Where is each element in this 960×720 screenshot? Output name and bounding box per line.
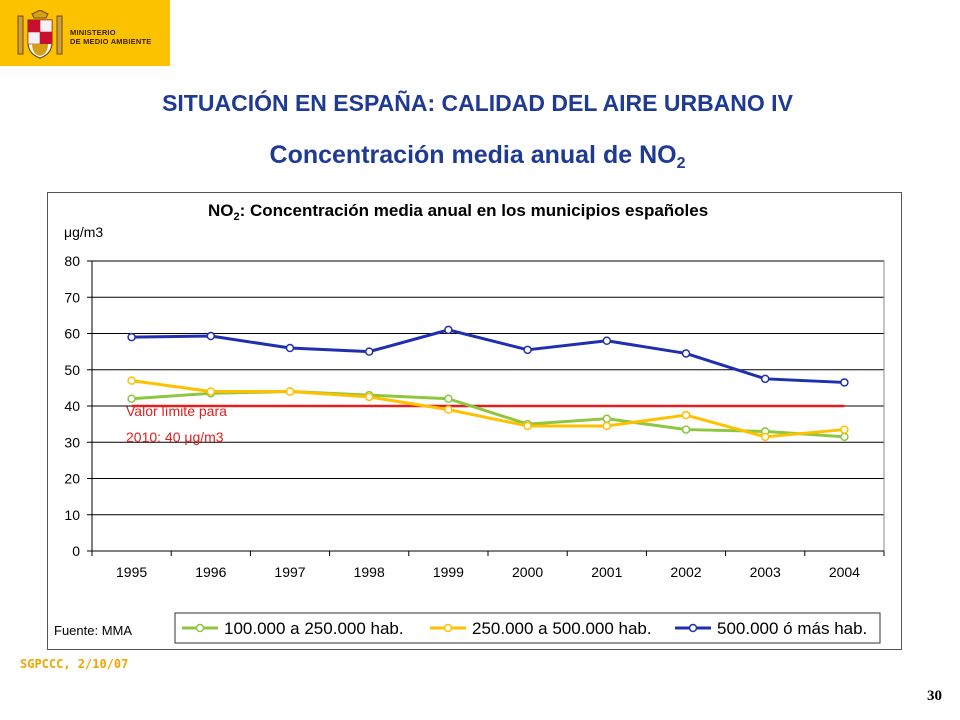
data-point-series-2	[285, 387, 295, 396]
legend-label-1: 100.000 a 250.000 hab.	[224, 619, 404, 638]
slide-title: SITUACIÓN EN ESPAÑA: CALIDAD DEL AIRE UR…	[162, 90, 793, 116]
data-point-series-3	[523, 345, 532, 355]
data-point-series-3	[760, 374, 770, 384]
y-tick-label: 0	[72, 543, 80, 559]
chart-frame: NO2: Concentración media anual en los mu…	[47, 192, 902, 650]
x-tick-label: 1997	[274, 564, 305, 580]
x-tick-label: 2001	[591, 564, 622, 580]
data-point-series-2	[523, 421, 532, 431]
series-line-2	[131, 379, 845, 439]
data-point-series-3	[364, 347, 374, 356]
y-tick-label: 30	[64, 434, 80, 450]
legend-box	[174, 612, 881, 644]
y-axis-label: μg/m3	[64, 224, 103, 240]
legend-marker-3	[688, 623, 698, 633]
data-point-series-1	[681, 425, 691, 434]
x-tick-label: 1996	[195, 564, 226, 580]
x-tick-label: 2000	[512, 564, 543, 580]
data-point-series-2	[840, 425, 849, 434]
data-point-series-2	[206, 387, 216, 396]
data-point-series-1	[840, 432, 849, 442]
page-number: 30	[927, 688, 942, 704]
data-point-series-1	[444, 394, 453, 403]
data-point-series-3	[840, 378, 849, 387]
chart-title-rest: : Concentración media anual en los munic…	[240, 201, 709, 220]
logo-text-line2: DE MEDIO AMBIENTE	[70, 37, 152, 46]
data-point-series-2	[602, 421, 612, 431]
limit-label-line2: 2010: 40 μg/m3	[126, 429, 224, 445]
data-point-series-3	[206, 331, 216, 341]
x-tick-label: 2004	[829, 564, 860, 580]
legend-marker-2	[443, 623, 453, 633]
x-tick-label: 1999	[433, 564, 464, 580]
data-point-series-2	[681, 410, 691, 420]
y-tick-label: 10	[64, 507, 80, 523]
data-point-series-3	[602, 336, 612, 345]
legend-label-3: 500.000 ó más hab.	[717, 619, 867, 638]
subtitle-text: Concentración media anual de NO	[269, 141, 677, 169]
limit-label-line1: Valor límite para	[126, 403, 227, 419]
logo-text-line1: MINISTERIO	[70, 28, 116, 37]
chart-title-main: NO	[208, 201, 234, 220]
y-tick-label: 60	[64, 326, 80, 342]
data-point-series-1	[127, 394, 136, 403]
data-point-series-2	[760, 432, 770, 442]
data-point-series-3	[127, 332, 136, 342]
ministry-logo: MINISTERIO DE MEDIO AMBIENTE	[0, 0, 170, 66]
x-tick-label: 2003	[750, 564, 781, 580]
chart-title: NO2: Concentración media anual en los mu…	[208, 201, 708, 223]
y-tick-label: 20	[64, 471, 80, 487]
data-point-series-2	[444, 405, 453, 414]
ministry-name: MINISTERIO DE MEDIO AMBIENTE	[70, 28, 151, 46]
data-point-series-1	[602, 414, 612, 423]
legend-marker-1	[195, 623, 205, 633]
coat-of-arms-icon	[17, 10, 63, 59]
y-tick-label: 40	[64, 398, 80, 414]
subtitle-subscript: 2	[676, 155, 686, 172]
y-tick-label: 80	[64, 253, 80, 269]
data-point-series-3	[681, 349, 691, 358]
legend-label-2: 250.000 a 500.000 hab.	[472, 619, 652, 638]
chart-title-subscript: 2	[234, 211, 240, 223]
y-tick-label: 70	[64, 289, 80, 305]
x-tick-label: 1995	[116, 564, 147, 580]
y-tick-label: 50	[64, 362, 80, 378]
no2-line-chart: NO2: Concentración media anual en los mu…	[54, 201, 885, 644]
footer-note: SGPCCC, 2/10/07	[20, 657, 129, 671]
data-point-series-2	[364, 392, 374, 402]
x-tick-label: 2002	[670, 564, 701, 580]
source-note: Fuente: MMA	[54, 623, 132, 638]
series-line-3	[131, 328, 845, 384]
data-point-series-3	[444, 325, 453, 335]
x-tick-label: 1998	[354, 564, 385, 580]
slide-subtitle: Concentración media anual de NO2	[0, 141, 955, 173]
data-point-series-2	[127, 376, 136, 385]
data-point-series-3	[285, 343, 295, 353]
